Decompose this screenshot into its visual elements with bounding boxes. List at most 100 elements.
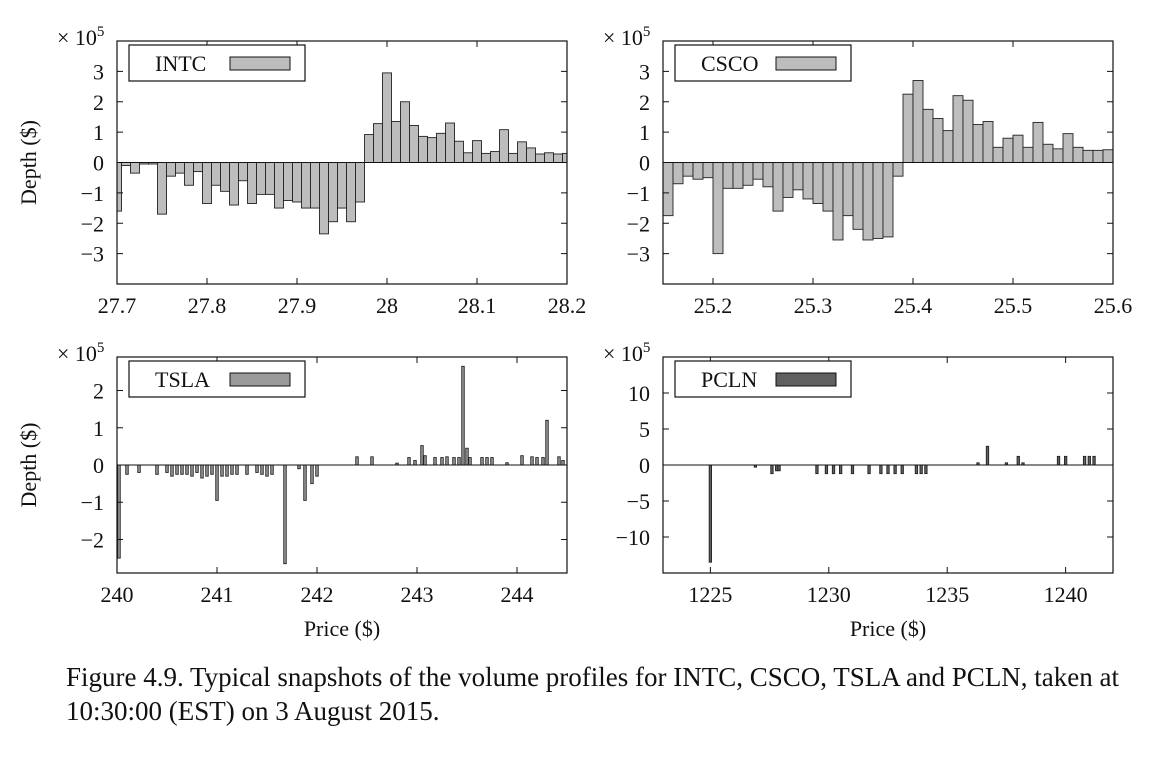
y-tick-label: 2 — [639, 90, 650, 115]
bar — [346, 162, 356, 223]
bar — [420, 445, 424, 466]
bar — [831, 464, 836, 475]
x-tick-label: 240 — [101, 582, 134, 607]
bar — [457, 457, 461, 466]
x-tick-label: 27.9 — [278, 293, 317, 318]
axis-multiplier: × 105 — [603, 24, 650, 50]
bar — [892, 162, 904, 177]
y-tick-label: 3 — [93, 59, 104, 84]
bar — [274, 162, 284, 209]
bar — [1072, 146, 1084, 163]
bar — [815, 464, 819, 475]
bar — [886, 464, 890, 475]
bar — [235, 464, 239, 475]
bar — [912, 80, 924, 163]
bar — [270, 464, 274, 475]
bar — [337, 162, 347, 209]
y-tick-label: 5 — [639, 417, 650, 442]
bar — [319, 162, 329, 235]
bar — [220, 162, 230, 192]
bar — [802, 162, 814, 200]
bar — [180, 464, 184, 475]
bar — [900, 464, 904, 475]
y-tick-label: 2 — [93, 379, 104, 404]
bar — [1082, 149, 1094, 163]
bar — [893, 464, 897, 475]
bar — [1062, 133, 1074, 163]
bar — [541, 457, 545, 466]
bar — [229, 162, 239, 206]
legend-label: CSCO — [701, 51, 758, 76]
bar — [202, 162, 212, 204]
bar — [170, 464, 174, 477]
bar — [770, 464, 774, 475]
bar — [117, 464, 121, 559]
bar — [832, 162, 844, 241]
bar — [712, 162, 724, 255]
bar — [517, 141, 527, 163]
bar — [445, 456, 449, 466]
bar — [924, 464, 928, 475]
y-tick-label: 1 — [93, 416, 104, 441]
y-tick-label: −2 — [81, 211, 104, 236]
bar — [310, 464, 314, 485]
bar — [1063, 455, 1068, 466]
bar — [407, 457, 411, 466]
bar — [882, 162, 894, 238]
bar — [1032, 121, 1044, 163]
bar — [553, 153, 563, 163]
bar — [1087, 455, 1091, 466]
bar — [557, 456, 561, 466]
bar — [165, 464, 169, 473]
bar — [310, 162, 320, 209]
bar — [942, 130, 954, 163]
legend-swatch — [775, 56, 837, 71]
x-tick-label: 28.2 — [548, 293, 587, 318]
bar — [562, 152, 567, 163]
bar — [480, 457, 484, 466]
y-tick-label: −2 — [81, 527, 104, 552]
legend-label: INTC — [155, 51, 206, 76]
bar — [297, 464, 301, 470]
y-tick-label: −2 — [627, 211, 650, 236]
bar — [1056, 455, 1061, 466]
bar — [328, 162, 338, 223]
bar — [185, 464, 189, 475]
x-tick-label: 27.7 — [98, 293, 137, 318]
bar — [535, 153, 545, 163]
bar — [418, 135, 428, 163]
axis-multiplier: × 105 — [603, 340, 650, 366]
bar — [752, 162, 764, 180]
legend-label: PCLN — [701, 367, 757, 392]
x-tick-label: 1240 — [1044, 582, 1088, 607]
bar — [919, 464, 923, 475]
bar — [247, 162, 257, 204]
bar — [413, 460, 417, 466]
bar — [982, 121, 994, 163]
x-tick-label: 25.3 — [794, 293, 833, 318]
bar — [672, 162, 684, 185]
bar — [544, 152, 554, 163]
y-tick-label: 0 — [639, 151, 650, 176]
legend: CSCO — [674, 44, 852, 82]
bar — [452, 457, 456, 466]
bar — [1052, 148, 1064, 163]
bar — [1082, 455, 1087, 466]
bar — [423, 455, 427, 466]
y-tick-label: 0 — [639, 453, 650, 478]
bar — [370, 456, 374, 466]
bar — [526, 147, 536, 163]
bar — [190, 464, 194, 477]
bar — [193, 162, 203, 173]
legend: PCLN — [674, 360, 852, 398]
x-tick-label: 242 — [301, 582, 334, 607]
y-tick-label: −1 — [627, 181, 650, 206]
bar — [225, 464, 229, 477]
y-tick-label: 0 — [93, 151, 104, 176]
bar — [839, 464, 843, 475]
bar — [256, 162, 266, 195]
bar — [1092, 455, 1096, 466]
bar — [292, 162, 302, 203]
